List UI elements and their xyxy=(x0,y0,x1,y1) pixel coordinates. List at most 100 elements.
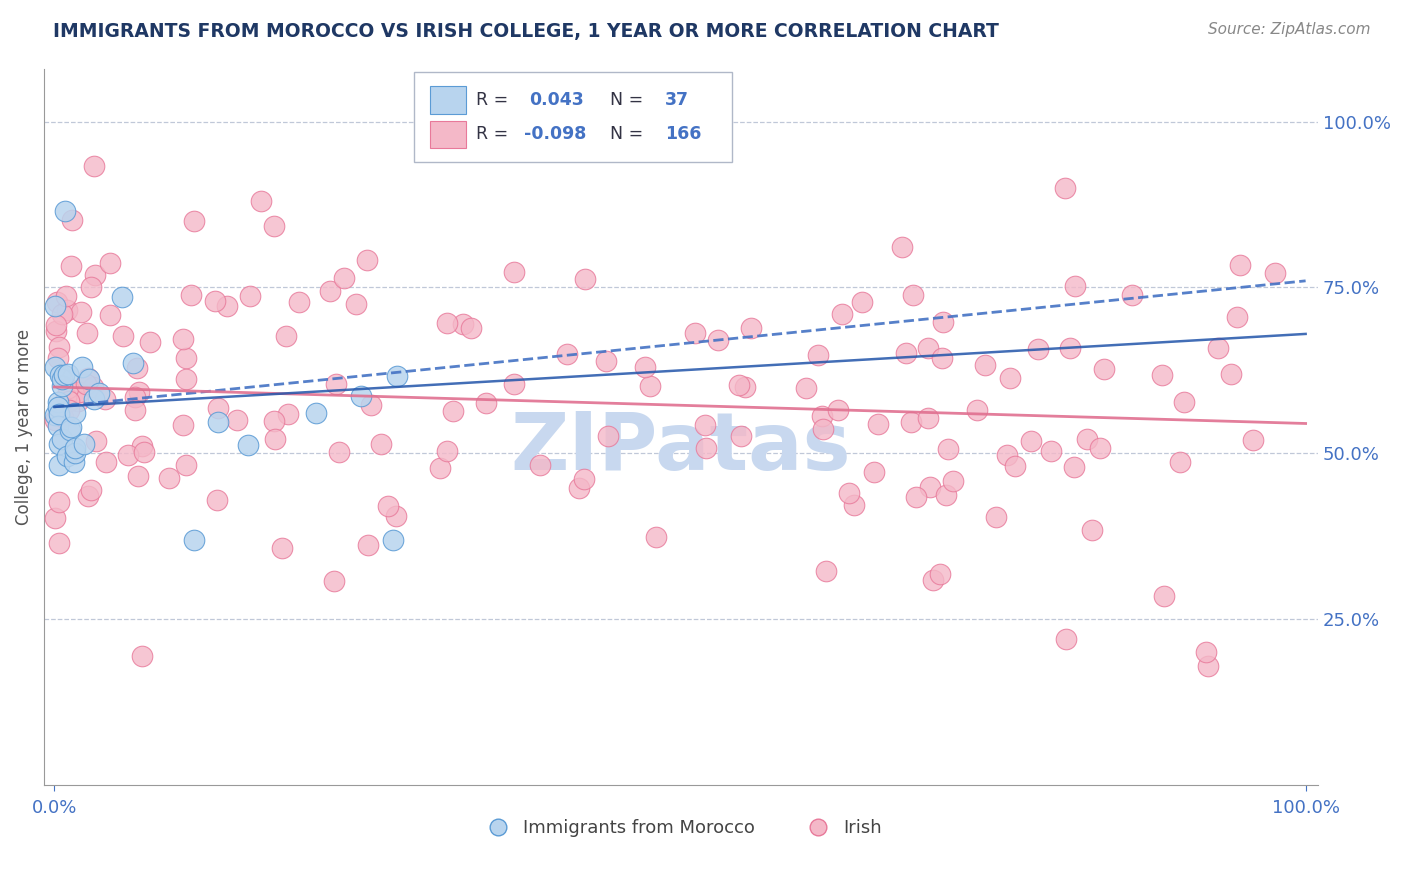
Point xyxy=(807,348,830,362)
Point xyxy=(65,441,87,455)
Point xyxy=(48,436,70,450)
Point xyxy=(385,369,408,384)
Point xyxy=(69,305,91,319)
Point xyxy=(851,295,873,310)
Point xyxy=(370,436,392,450)
Point xyxy=(48,495,70,509)
Point xyxy=(1153,589,1175,603)
Point xyxy=(1226,310,1249,324)
Text: -0.098: -0.098 xyxy=(524,126,586,144)
Point xyxy=(76,326,98,341)
Point xyxy=(502,265,524,279)
Point xyxy=(89,385,111,400)
Point xyxy=(98,308,121,322)
Point xyxy=(1080,524,1102,538)
Point xyxy=(328,445,350,459)
Point xyxy=(48,536,70,550)
Point xyxy=(174,372,197,386)
Point xyxy=(794,381,817,395)
Point xyxy=(63,455,86,469)
Point xyxy=(921,573,943,587)
Point xyxy=(60,259,83,273)
Bar xyxy=(430,120,465,148)
Point xyxy=(111,328,134,343)
Point xyxy=(125,361,148,376)
Point xyxy=(77,372,100,386)
Point xyxy=(385,509,408,524)
Text: Source: ZipAtlas.com: Source: ZipAtlas.com xyxy=(1208,22,1371,37)
Point xyxy=(250,194,273,209)
Point xyxy=(44,413,66,427)
Point xyxy=(1229,258,1251,272)
Point xyxy=(1054,632,1077,647)
Point xyxy=(429,460,451,475)
Point xyxy=(207,401,229,415)
Point xyxy=(998,371,1021,385)
Point xyxy=(555,347,578,361)
Point xyxy=(382,533,405,547)
Point xyxy=(48,368,70,382)
Point xyxy=(1150,368,1173,383)
Point xyxy=(920,480,942,494)
Point xyxy=(966,403,988,417)
Point xyxy=(53,368,76,382)
Text: 0.043: 0.043 xyxy=(530,91,585,109)
Point xyxy=(1219,368,1241,382)
Point xyxy=(1264,266,1286,280)
Point xyxy=(572,472,595,486)
Point xyxy=(46,400,69,414)
Point xyxy=(111,290,134,304)
Point xyxy=(862,465,884,479)
Point xyxy=(596,428,619,442)
Point xyxy=(48,340,70,354)
Point xyxy=(56,381,79,395)
Point xyxy=(634,359,657,374)
Point xyxy=(574,272,596,286)
Point xyxy=(94,455,117,469)
Point xyxy=(436,316,458,330)
Bar xyxy=(430,87,465,113)
Point xyxy=(83,392,105,406)
Point xyxy=(84,434,107,448)
Text: ZIPatas: ZIPatas xyxy=(510,409,852,487)
Point xyxy=(441,404,464,418)
Point xyxy=(891,240,914,254)
Point xyxy=(77,489,100,503)
Point xyxy=(53,204,76,219)
Point xyxy=(942,474,965,488)
Point xyxy=(82,380,104,394)
Point xyxy=(124,402,146,417)
Point xyxy=(180,288,202,302)
Point xyxy=(44,359,66,374)
Point xyxy=(595,353,617,368)
Point xyxy=(974,358,997,372)
Point xyxy=(45,318,67,333)
Point xyxy=(502,377,524,392)
Point xyxy=(131,649,153,664)
Point xyxy=(932,315,955,329)
Point xyxy=(139,334,162,349)
Point xyxy=(894,346,917,360)
Point xyxy=(1206,342,1229,356)
Point xyxy=(1197,658,1219,673)
Point xyxy=(55,390,77,404)
Point xyxy=(1092,361,1115,376)
Point xyxy=(645,530,668,544)
Point xyxy=(59,423,82,437)
Point xyxy=(263,219,285,234)
Point xyxy=(319,284,342,298)
Point xyxy=(63,446,86,460)
Point xyxy=(344,297,367,311)
Point xyxy=(76,371,98,385)
Point xyxy=(46,351,69,366)
Point xyxy=(831,307,853,321)
Point xyxy=(117,448,139,462)
Point xyxy=(48,408,70,422)
Point xyxy=(124,390,146,404)
Point xyxy=(58,393,80,408)
Point xyxy=(127,469,149,483)
Point xyxy=(529,458,551,472)
Point xyxy=(730,429,752,443)
Point xyxy=(128,384,150,399)
Point xyxy=(377,499,399,513)
